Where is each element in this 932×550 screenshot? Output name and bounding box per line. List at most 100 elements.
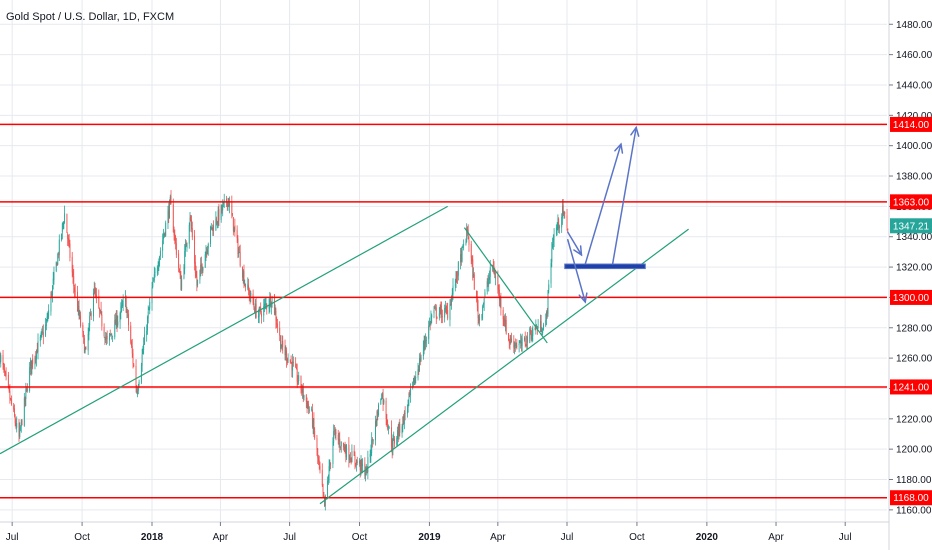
candle-down xyxy=(530,333,532,340)
candle-down xyxy=(513,341,515,348)
candle-down xyxy=(295,363,297,368)
candle-up xyxy=(551,248,553,263)
candle-down xyxy=(132,353,134,364)
price-tick-label: 1400.00 xyxy=(896,141,932,152)
candle-up xyxy=(376,411,378,426)
candle-down xyxy=(435,307,437,318)
candle-up xyxy=(188,225,190,244)
candle-up xyxy=(45,322,47,326)
candle-up xyxy=(422,347,424,356)
candle-down xyxy=(505,319,507,334)
candle-up xyxy=(19,427,21,438)
arrow-shaft xyxy=(567,239,587,303)
candle-up xyxy=(428,322,430,327)
candle-up xyxy=(57,254,59,265)
candle-down xyxy=(503,318,505,322)
candle-down xyxy=(249,295,251,298)
candle-down xyxy=(511,338,512,343)
candle-up xyxy=(504,319,506,328)
candle-up xyxy=(329,464,331,466)
candle-down xyxy=(324,496,325,507)
candle-down xyxy=(397,431,399,436)
candle-down xyxy=(441,316,443,318)
candle-down xyxy=(194,262,196,273)
candle-up xyxy=(387,428,389,430)
price-tick-label: 1160.00 xyxy=(896,505,932,516)
candle-down xyxy=(382,392,384,404)
candle-up xyxy=(545,319,547,326)
candle-up xyxy=(556,228,558,230)
candle-up xyxy=(371,439,373,453)
candle-down xyxy=(195,272,197,277)
time-tick-label: Apr xyxy=(490,532,506,543)
candle-down xyxy=(330,462,332,464)
candle-down xyxy=(301,390,303,392)
candle-up xyxy=(521,338,523,347)
candle-up xyxy=(433,309,435,314)
candle-down xyxy=(558,218,560,228)
candle-down xyxy=(58,253,59,255)
candle-down xyxy=(390,427,392,447)
chart-title: Gold Spot / U.S. Dollar, 1D, FXCM xyxy=(6,11,174,23)
candle-down xyxy=(478,319,480,321)
candle-down xyxy=(282,340,284,348)
candle-down xyxy=(51,292,53,297)
candle-up xyxy=(264,302,266,304)
candle-up xyxy=(425,340,427,341)
arrow-head xyxy=(614,142,624,154)
candle-down xyxy=(456,271,458,277)
candle-down xyxy=(339,438,341,447)
candle-up xyxy=(481,314,483,319)
candle-down xyxy=(460,253,462,263)
candle-up xyxy=(515,345,517,346)
candle-down xyxy=(170,196,172,205)
candle-up xyxy=(207,248,208,255)
candle-up xyxy=(343,446,345,449)
candle-down xyxy=(216,219,218,223)
candle-down xyxy=(24,397,26,401)
candle-up xyxy=(37,340,39,353)
candle-down xyxy=(477,306,479,319)
candle-down xyxy=(69,243,71,258)
candle-down xyxy=(3,365,5,368)
candle-up xyxy=(52,278,54,285)
candle-up xyxy=(143,334,145,345)
candle-down xyxy=(429,322,431,325)
candle-down xyxy=(104,337,106,341)
candle-down xyxy=(200,263,202,267)
time-tick-label: 2018 xyxy=(141,532,164,543)
candle-up xyxy=(483,298,485,305)
candle-down xyxy=(292,362,294,363)
candle-down xyxy=(231,201,233,216)
candle-up xyxy=(167,210,169,224)
candle-up xyxy=(64,213,66,224)
candle-down xyxy=(125,296,127,313)
candle-up xyxy=(439,307,441,313)
candle-down xyxy=(36,349,38,354)
candle-up xyxy=(542,330,544,333)
candle-up xyxy=(210,226,211,244)
level-label: 1241.00 xyxy=(893,382,930,393)
candle-up xyxy=(287,358,289,363)
candle-down xyxy=(348,444,350,460)
candle-up xyxy=(270,304,272,307)
candle-up xyxy=(119,313,121,323)
candle-down xyxy=(476,296,478,307)
candle-up xyxy=(334,430,336,433)
candle-up xyxy=(434,307,436,309)
candle-up xyxy=(31,359,33,368)
candle-down xyxy=(447,310,449,319)
candle-down xyxy=(9,391,11,400)
candle-down xyxy=(276,323,278,328)
candle-up xyxy=(162,236,164,240)
candle-up xyxy=(271,296,273,305)
candle-up xyxy=(62,223,64,225)
candle-down xyxy=(311,409,313,427)
candle-down xyxy=(355,462,357,466)
candle-down xyxy=(26,387,28,391)
candle-down xyxy=(305,394,307,402)
candle-up xyxy=(207,244,209,249)
candle-up xyxy=(401,426,403,434)
candle-up xyxy=(388,426,390,429)
